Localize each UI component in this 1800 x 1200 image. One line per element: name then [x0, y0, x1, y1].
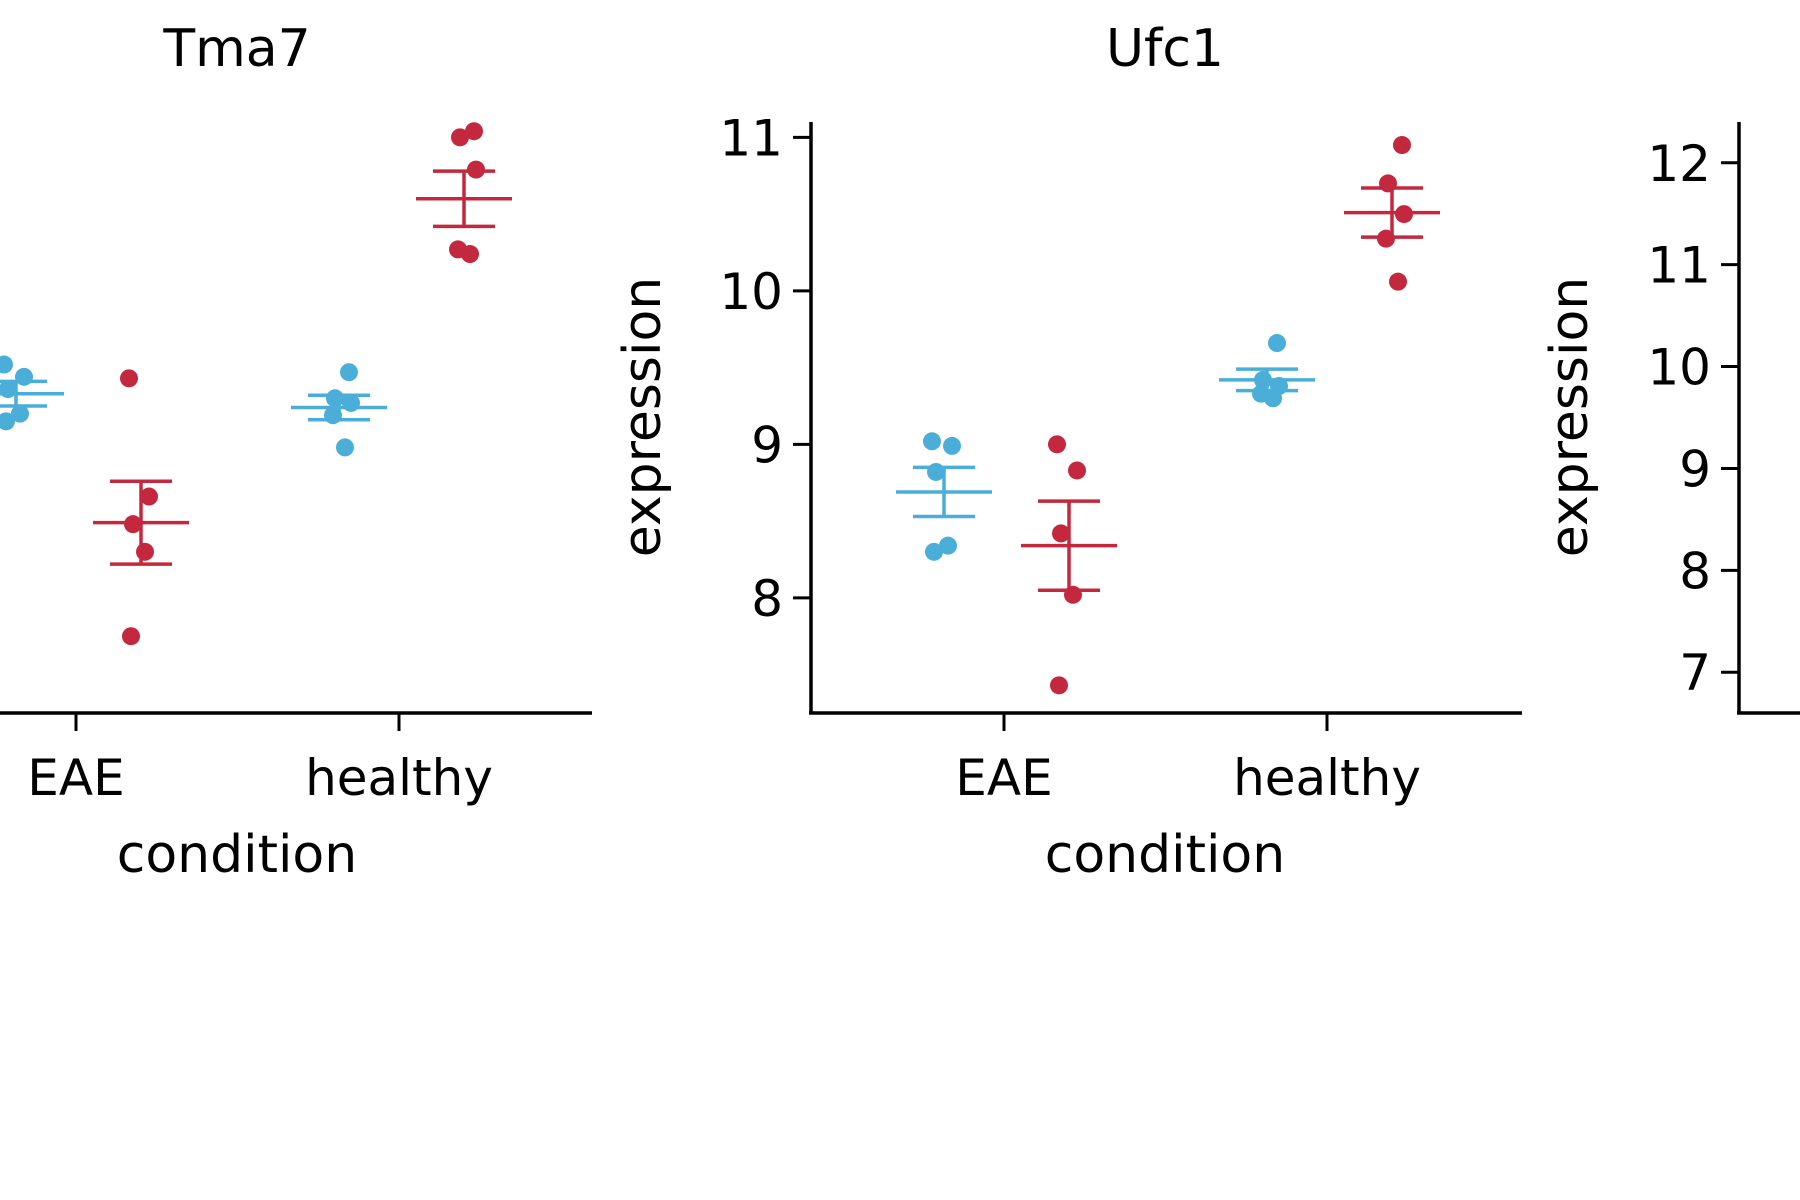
data-point	[120, 369, 138, 388]
y-tick-label: 12	[1647, 135, 1711, 193]
x-tick-label: healthy	[305, 749, 493, 807]
x-tick-healthy: healthy	[1233, 713, 1421, 807]
x-tick-eae: EAE	[27, 713, 125, 807]
data-point	[939, 536, 957, 555]
data-point	[336, 438, 354, 457]
y-tick-label: 11	[1647, 237, 1711, 295]
y-ticks: 7 8 9 10 11 12	[1647, 135, 1739, 702]
panel-title: Ufc1	[1106, 19, 1224, 79]
data-point	[326, 389, 344, 408]
data-point	[461, 245, 479, 264]
y-axis-title: expression	[1540, 277, 1600, 558]
data-point	[1052, 524, 1070, 543]
panel-title: Tma7	[162, 19, 310, 79]
y-tick-label: 9	[1679, 440, 1711, 498]
data-point	[465, 122, 483, 141]
data-point	[340, 363, 358, 382]
y-axis-title: expression	[613, 277, 673, 558]
data-point	[943, 436, 961, 455]
data-point	[1389, 272, 1407, 291]
y-tick-label: 9	[751, 416, 783, 474]
x-axis-title: condition	[117, 825, 357, 885]
plot-marks	[0, 122, 512, 646]
data-point	[1048, 435, 1066, 454]
data-point	[0, 355, 13, 374]
data-point	[925, 542, 943, 561]
panel-tma7: Tma7 EAE healthy condition	[0, 19, 592, 885]
y-tick-label: 7	[1679, 644, 1711, 702]
data-point	[1393, 136, 1411, 155]
data-point	[122, 627, 140, 646]
data-point	[1264, 389, 1282, 408]
x-tick-label: healthy	[1233, 749, 1421, 807]
y-tick-label: 10	[719, 263, 783, 321]
data-point	[1268, 334, 1286, 353]
y-tick-label: 8	[1679, 542, 1711, 600]
y-ticks: 8 9 10 11	[719, 109, 811, 628]
x-tick-label: EAE	[27, 749, 124, 807]
data-point	[11, 404, 29, 423]
data-point	[1050, 676, 1068, 695]
data-point	[136, 542, 154, 561]
x-axis-title: condition	[1045, 825, 1285, 885]
x-tick-eae: EAE	[955, 713, 1053, 807]
x-tick-label: EAE	[955, 749, 1052, 807]
data-point	[923, 432, 941, 451]
x-tick-healthy: healthy	[305, 713, 493, 807]
data-point	[0, 412, 15, 431]
y-tick-label: 8	[751, 570, 783, 628]
plot-marks	[896, 136, 1440, 695]
y-tick-label: 11	[719, 109, 783, 167]
panel-third: 7 8 9 10 11 12 expression	[1540, 122, 1800, 715]
data-point	[1068, 461, 1086, 480]
data-point	[140, 487, 158, 506]
data-point	[451, 128, 469, 147]
panel-ufc1: Ufc1 8 9 10 11 expression EAE healthy condi…	[613, 19, 1522, 885]
y-tick-label: 10	[1647, 339, 1711, 397]
